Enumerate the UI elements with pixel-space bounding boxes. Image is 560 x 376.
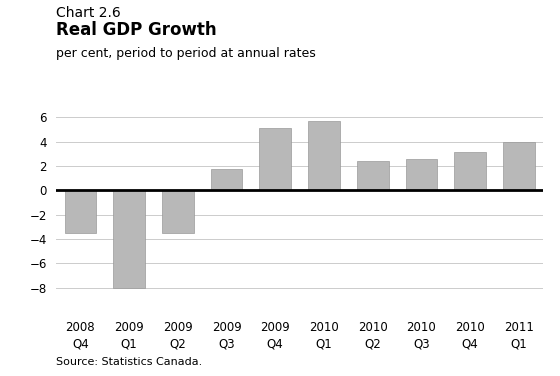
Bar [259,128,291,190]
Text: Real GDP Growth: Real GDP Growth [56,21,217,39]
Text: per cent, period to period at annual rates: per cent, period to period at annual rat… [56,47,316,60]
Bar [503,142,535,190]
Text: Source: Statistics Canada.: Source: Statistics Canada. [56,356,202,367]
Bar [211,168,242,190]
Bar [113,190,145,288]
Bar [454,152,486,190]
Bar [308,121,340,190]
Bar [64,190,96,233]
Text: Chart 2.6: Chart 2.6 [56,6,121,20]
Bar [405,159,437,190]
Bar [357,161,389,190]
Bar [162,190,194,233]
